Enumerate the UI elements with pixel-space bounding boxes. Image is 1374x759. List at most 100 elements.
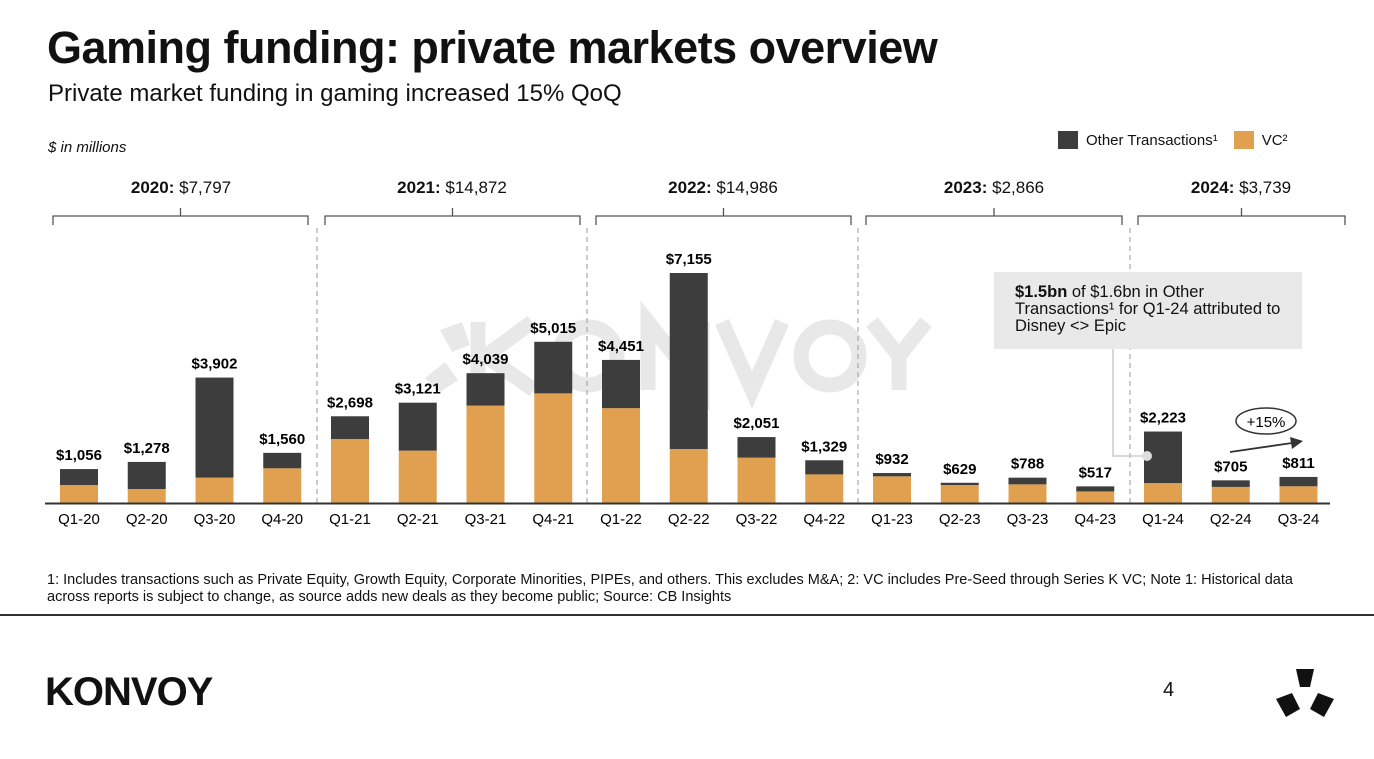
total-label-Q4-22: $1,329 — [801, 438, 847, 455]
x-tick-Q4-22: Q4-22 — [803, 511, 845, 528]
bar-vc-Q4-23 — [1076, 491, 1115, 503]
page-title: Gaming funding: private markets overview — [47, 22, 938, 73]
bar-other-Q2-20 — [127, 461, 166, 490]
bar-other-Q3-24 — [1279, 476, 1318, 487]
x-tick-Q1-23: Q1-23 — [871, 511, 913, 528]
x-tick-Q1-20: Q1-20 — [58, 511, 100, 528]
callout-dot — [1142, 451, 1152, 461]
year-dividers — [316, 228, 1131, 503]
bar-other-Q4-21 — [534, 341, 573, 394]
year-total-2022: 2022: $14,986 — [668, 178, 778, 197]
year-bracket-0 — [52, 208, 309, 225]
total-label-Q2-22: $7,155 — [666, 251, 712, 268]
x-tick-Q4-20: Q4-20 — [261, 511, 303, 528]
total-label-Q2-20: $1,278 — [124, 440, 170, 457]
bar-vc-Q1-20 — [60, 484, 98, 503]
bar-other-Q4-22 — [805, 460, 844, 475]
x-tick-Q2-21: Q2-21 — [397, 511, 439, 528]
bar-vc-Q4-20 — [263, 468, 302, 503]
bar-other-Q2-24 — [1211, 480, 1250, 487]
year-bracket-2 — [595, 208, 852, 225]
total-label-Q1-23: $932 — [875, 451, 908, 468]
bar-vc-Q4-22 — [805, 474, 844, 503]
total-label-Q1-20: $1,056 — [56, 447, 102, 464]
bar-other-Q2-21 — [398, 402, 437, 451]
bar-vc-Q3-24 — [1279, 486, 1318, 503]
bar-vc-Q2-20 — [127, 489, 166, 503]
bar-other-Q1-20 — [60, 469, 98, 485]
bar-other-Q2-23 — [940, 482, 979, 485]
arrow-head-icon — [1290, 437, 1303, 449]
legend-swatch-vc — [1233, 131, 1254, 149]
bar-vc-Q3-20 — [195, 477, 234, 503]
total-label-Q3-23: $788 — [1011, 456, 1044, 473]
total-label-Q1-22: $4,451 — [598, 338, 644, 355]
konvoy-logo: KONVOY — [45, 670, 213, 714]
bar-other-Q2-22 — [669, 273, 708, 449]
growth-arrow — [1229, 442, 1293, 453]
x-tick-Q4-23: Q4-23 — [1074, 511, 1116, 528]
bar-vc-Q1-22 — [602, 408, 640, 503]
bar-other-Q3-23 — [1008, 477, 1047, 485]
total-label-Q3-24: $811 — [1282, 455, 1315, 472]
total-label-Q4-23: $517 — [1079, 464, 1112, 481]
x-tick-Q2-22: Q2-22 — [668, 511, 710, 528]
x-tick-Q2-20: Q2-20 — [126, 511, 168, 528]
footnote: 1: Includes transactions such as Private… — [47, 572, 1293, 605]
x-tick-Q3-20: Q3-20 — [194, 511, 236, 528]
year-brackets — [52, 208, 1346, 225]
growth-label: +15% — [1247, 414, 1286, 431]
bar-vc-Q1-24 — [1144, 483, 1182, 503]
year-total-2023: 2023: $2,866 — [943, 178, 1045, 197]
total-label-Q2-23: $629 — [943, 461, 976, 478]
bar-other-Q3-22 — [737, 437, 776, 458]
callout-box: $1.5bn of $1.6bn in Other Transactions¹ … — [994, 272, 1302, 349]
total-label-Q2-21: $3,121 — [395, 381, 441, 398]
footer-divider — [0, 614, 1374, 616]
year-total-2021: 2021: $14,872 — [397, 178, 507, 197]
legend-label-vc: VC² — [1261, 131, 1288, 149]
funding-chart: $1,056 Q1-20 $1,278 Q2-20 $3,902 Q3-20 $1,560 Q… — [45, 208, 1346, 528]
total-label-Q3-22: $2,051 — [734, 415, 780, 432]
bar-vc-Q2-24 — [1211, 486, 1250, 503]
page-number: 4 — [1163, 679, 1175, 701]
page-subtitle: Private market funding in gaming increas… — [48, 80, 622, 107]
total-label-Q3-20: $3,902 — [192, 356, 238, 373]
bar-other-Q3-20 — [195, 377, 234, 478]
bar-other-Q1-23 — [873, 473, 911, 477]
total-label-Q3-21: $4,039 — [463, 351, 509, 368]
total-label-Q2-24: $705 — [1214, 458, 1247, 475]
x-tick-Q3-21: Q3-21 — [465, 511, 507, 528]
x-tick-Q1-22: Q1-22 — [600, 511, 642, 528]
bar-other-Q1-22 — [602, 359, 640, 409]
x-tick-Q3-24: Q3-24 — [1278, 511, 1320, 528]
bar-vc-Q3-23 — [1008, 484, 1047, 503]
bar-vc-Q4-21 — [534, 393, 573, 503]
total-label-Q4-20: $1,560 — [259, 431, 305, 448]
bar-other-Q1-21 — [331, 416, 369, 440]
x-tick-Q4-21: Q4-21 — [532, 511, 574, 528]
bar-vc-Q2-23 — [940, 484, 979, 503]
bar-other-Q4-23 — [1076, 486, 1115, 492]
bar-vc-Q3-21 — [466, 405, 505, 503]
total-label-Q4-21: $5,015 — [530, 320, 576, 337]
legend-label-other: Other Transactions¹ — [1086, 131, 1218, 149]
bar-vc-Q3-22 — [737, 457, 776, 503]
bar-vc-Q2-22 — [669, 448, 708, 503]
x-tick-Q2-24: Q2-24 — [1210, 511, 1252, 528]
bar-vc-Q1-23 — [873, 476, 911, 503]
year-bracket-3 — [865, 208, 1123, 225]
bar-vc-Q2-21 — [398, 450, 437, 503]
total-label-Q1-21: $2,698 — [327, 394, 373, 411]
units-label: $ in millions — [48, 139, 127, 156]
legend: Other Transactions¹ VC² — [1058, 131, 1288, 149]
x-tick-Q1-24: Q1-24 — [1142, 511, 1184, 528]
year-total-2020: 2020: $7,797 — [130, 178, 232, 197]
x-tick-Q1-21: Q1-21 — [329, 511, 371, 528]
year-total-2024: 2024: $3,739 — [1190, 178, 1292, 197]
year-bracket-1 — [324, 208, 581, 225]
growth-badge — [1235, 407, 1297, 435]
bars — [60, 273, 1318, 503]
year-bracket-4 — [1137, 208, 1346, 225]
